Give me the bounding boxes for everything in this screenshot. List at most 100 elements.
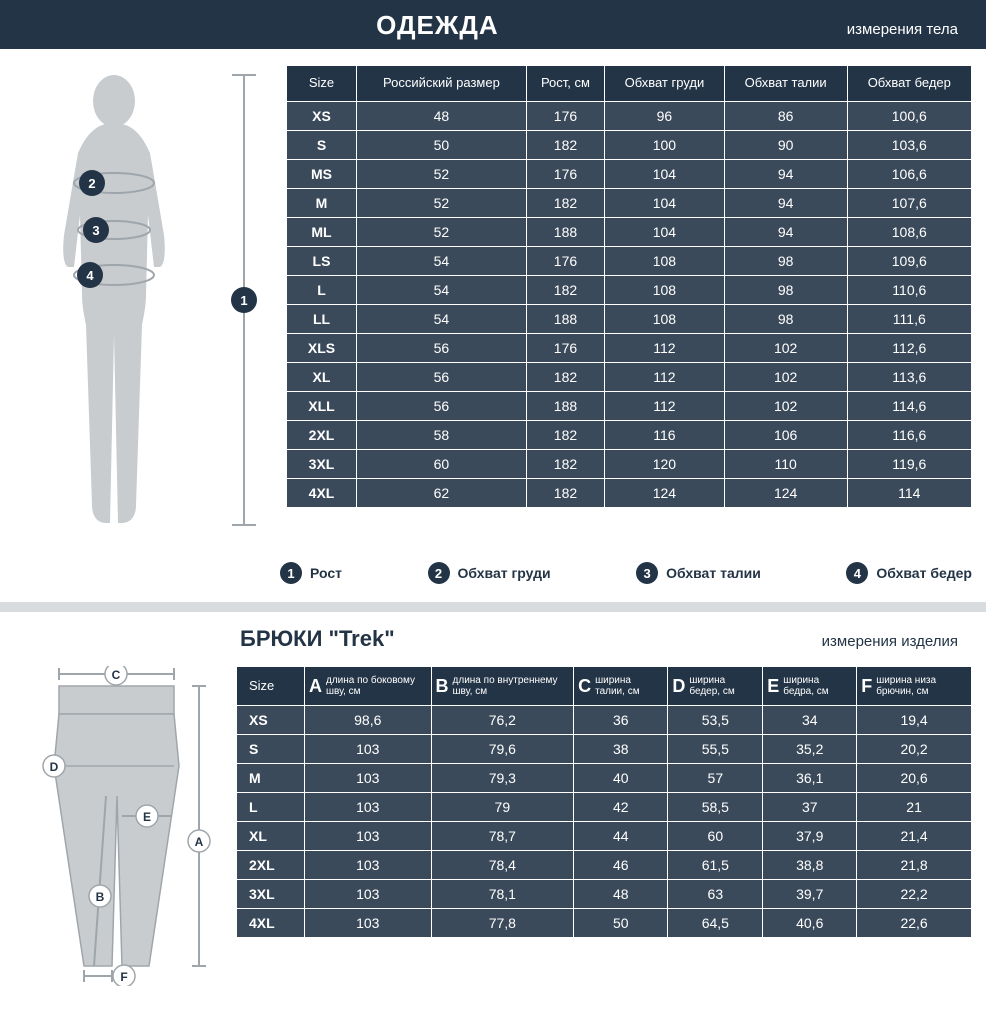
legend-label: Обхват талии	[666, 565, 761, 581]
table-cell: 4XL	[287, 478, 357, 507]
table-cell: 182	[526, 362, 604, 391]
table-cell: 21,4	[857, 822, 972, 851]
table-cell: 37	[763, 793, 857, 822]
table-cell: 103	[305, 735, 432, 764]
table-cell: XLL	[287, 391, 357, 420]
table-cell: 116	[605, 420, 725, 449]
table-row: 4XL10377,85064,540,622,6	[237, 909, 972, 938]
pants-size-table: SizeAдлина по боковому шву, смBдлина по …	[236, 666, 972, 938]
table-cell: 42	[574, 793, 668, 822]
table-cell: 50	[357, 130, 527, 159]
table-cell: 57	[668, 764, 763, 793]
table-cell: 90	[724, 130, 847, 159]
table-cell: 100	[605, 130, 725, 159]
table-cell: 36,1	[763, 764, 857, 793]
table-cell: 61,5	[668, 851, 763, 880]
table-cell: LL	[287, 304, 357, 333]
legend-badge: 3	[636, 562, 658, 584]
table-cell: 182	[526, 130, 604, 159]
clothing-size-table: SizeРоссийский размерРост, смОбхват груд…	[286, 65, 972, 508]
table-row: LS5417610898109,6	[287, 246, 972, 275]
table-cell: 182	[526, 478, 604, 507]
table-cell: 3XL	[237, 880, 305, 909]
table-cell: 112	[605, 333, 725, 362]
table-cell: 35,2	[763, 735, 857, 764]
table-cell: XL	[287, 362, 357, 391]
table-cell: 39,7	[763, 880, 857, 909]
table-cell: 104	[605, 188, 725, 217]
table1-col-header: Российский размер	[357, 66, 527, 102]
table-cell: 3XL	[287, 449, 357, 478]
section1-header: ОДЕЖДА измерения тела	[0, 0, 986, 49]
table-cell: 20,6	[857, 764, 972, 793]
table-cell: 104	[605, 217, 725, 246]
section2-body: C D E A B F SizeAдлина по боковому шву, …	[0, 660, 986, 1013]
table-row: S5018210090103,6	[287, 130, 972, 159]
table-cell: L	[287, 275, 357, 304]
section2-subtitle: измерения изделия	[822, 633, 958, 650]
table-row: L103794258,53721	[237, 793, 972, 822]
table-cell: XLS	[287, 333, 357, 362]
table-cell: 100,6	[847, 101, 971, 130]
pants-diagram: C D E A B F	[14, 666, 224, 991]
table-row: M5218210494107,6	[287, 188, 972, 217]
table-cell: 60	[357, 449, 527, 478]
table2-col-header: Bдлина по внутреннему шву, см	[431, 667, 574, 706]
table-row: M10379,3405736,120,6	[237, 764, 972, 793]
table-cell: 52	[357, 188, 527, 217]
table-cell: 94	[724, 159, 847, 188]
table-cell: 48	[357, 101, 527, 130]
table-cell: 76,2	[431, 706, 574, 735]
table-cell: 176	[526, 101, 604, 130]
table-cell: 188	[526, 304, 604, 333]
table-cell: 108	[605, 304, 725, 333]
table-cell: S	[237, 735, 305, 764]
section1-table-wrap: SizeРоссийский размерРост, смОбхват груд…	[286, 65, 972, 540]
table-cell: 55,5	[668, 735, 763, 764]
table-cell: 103	[305, 793, 432, 822]
table-cell: 86	[724, 101, 847, 130]
body-silhouette-svg: 1 2 3 4	[14, 65, 274, 535]
table-row: XLL56188112102114,6	[287, 391, 972, 420]
table-cell: 103	[305, 764, 432, 793]
table1-col-header: Size	[287, 66, 357, 102]
table-cell: 104	[605, 159, 725, 188]
table-cell: M	[287, 188, 357, 217]
table2-col-header: Aдлина по боковому шву, см	[305, 667, 432, 706]
section1-title: ОДЕЖДА	[28, 10, 847, 41]
table-cell: 112,6	[847, 333, 971, 362]
table-row: XL10378,7446037,921,4	[237, 822, 972, 851]
table-cell: 60	[668, 822, 763, 851]
table-cell: 64,5	[668, 909, 763, 938]
table-cell: 79,3	[431, 764, 574, 793]
body-diagram: 1 2 3 4	[14, 65, 274, 540]
table-cell: 2XL	[287, 420, 357, 449]
table-cell: XS	[237, 706, 305, 735]
section2-header: БРЮКИ "Trek" измерения изделия	[0, 612, 986, 660]
table-cell: 98	[724, 304, 847, 333]
table-cell: 188	[526, 391, 604, 420]
pants-svg: C D E A B F	[14, 666, 224, 986]
table-row: 3XL60182120110119,6	[287, 449, 972, 478]
table-cell: 78,7	[431, 822, 574, 851]
table2-col-header: Eширина бедра, см	[763, 667, 857, 706]
table1-col-header: Обхват груди	[605, 66, 725, 102]
table-cell: 110,6	[847, 275, 971, 304]
table-cell: 98,6	[305, 706, 432, 735]
table-cell: 108	[605, 246, 725, 275]
table-cell: 21	[857, 793, 972, 822]
table-cell: 182	[526, 188, 604, 217]
table-cell: 40,6	[763, 909, 857, 938]
table-cell: 37,9	[763, 822, 857, 851]
table-row: 2XL58182116106116,6	[287, 420, 972, 449]
table-cell: 50	[574, 909, 668, 938]
table-cell: 96	[605, 101, 725, 130]
table-cell: 78,4	[431, 851, 574, 880]
table-cell: 110	[724, 449, 847, 478]
table-cell: 54	[357, 304, 527, 333]
table1-col-header: Обхват талии	[724, 66, 847, 102]
svg-text:A: A	[195, 835, 204, 849]
table-cell: 102	[724, 391, 847, 420]
table-cell: 116,6	[847, 420, 971, 449]
table2-col-header: Dширина бедер, см	[668, 667, 763, 706]
